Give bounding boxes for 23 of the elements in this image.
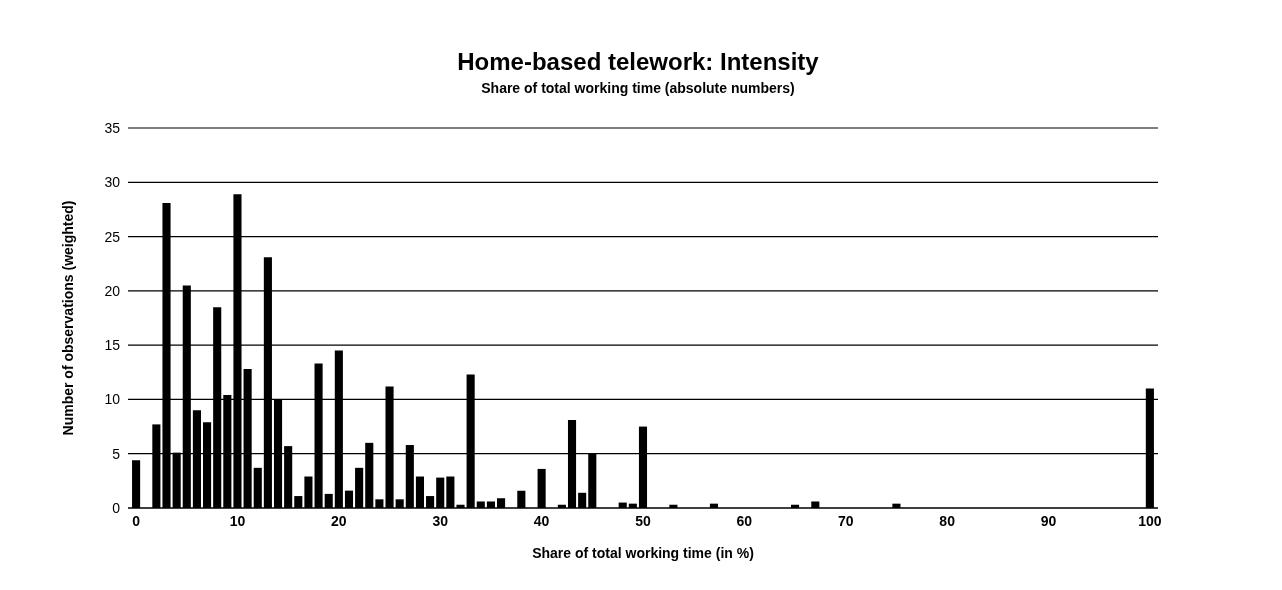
x-tick-label: 10 [229, 512, 246, 529]
y-tick-label: 15 [104, 337, 121, 354]
y-tick-label: 5 [112, 445, 121, 462]
y-axis-title: Number of observations (weighted) [59, 200, 76, 436]
y-tick-label: 30 [104, 174, 121, 191]
x-tick-label: 20 [331, 512, 347, 529]
x-tick-label: 100 [1138, 512, 1162, 529]
x-axis-title: Share of total working time (in %) [532, 545, 754, 561]
x-tick-label: 90 [1040, 512, 1057, 529]
y-tick-label: 20 [104, 282, 121, 299]
chart-title: Home-based telework: Intensity [456, 48, 820, 76]
y-tick-label: 25 [104, 228, 121, 245]
chart-subtitle: Share of total working time (absolute numbers) [480, 80, 796, 96]
x-tick-label: 30 [432, 512, 449, 529]
y-tick-label: 10 [104, 391, 121, 408]
x-tick-label: 60 [736, 512, 753, 529]
x-tick-label: 70 [837, 512, 854, 529]
y-tick-label: 0 [112, 499, 121, 516]
y-tick-label: 35 [104, 119, 121, 136]
x-tick-label: 80 [939, 512, 956, 529]
x-tick-label: 50 [635, 512, 651, 529]
x-tick-label: 0 [132, 512, 141, 529]
x-tick-label: 40 [533, 512, 550, 529]
